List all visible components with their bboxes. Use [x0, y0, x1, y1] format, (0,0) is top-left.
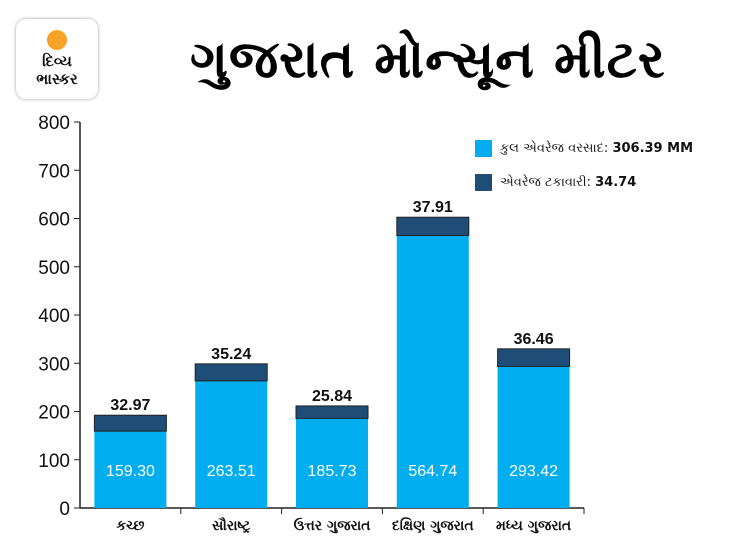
- bar-percent-label: 32.97: [110, 397, 150, 414]
- page-title: ગુજરાત મોન્સૂન મીટર: [190, 30, 666, 90]
- y-tick-label: 100: [38, 451, 70, 472]
- x-tick-label: દક્ષિણ ગુજરાત: [392, 517, 474, 534]
- legend-item-avg-percent: એવરેજ ટકાવારી: 34.74: [475, 172, 693, 192]
- legend-value: 34.74: [595, 174, 637, 190]
- x-tick-label: મધ્ય ગુજરાત: [496, 518, 571, 534]
- bar-total-rainfall: [296, 418, 368, 508]
- divya-bhaskar-logo: દિવ્ય ભાસ્કર: [16, 19, 98, 99]
- bar-total-rainfall: [497, 366, 570, 508]
- legend-swatch: [475, 173, 492, 191]
- bar-avg-percent: [194, 363, 268, 382]
- bar-avg-percent: [295, 405, 369, 419]
- bar-value-label: 564.74: [408, 463, 457, 480]
- y-tick-label: 700: [38, 161, 70, 182]
- bar-total-rainfall: [94, 431, 167, 508]
- bar-percent-label: 35.24: [211, 346, 251, 363]
- y-tick-label: 400: [38, 306, 70, 327]
- y-tick-label: 200: [38, 403, 70, 424]
- legend-label: કુલ એવરેજ વરસાદ:: [500, 140, 609, 156]
- bar-value-label: 293.42: [509, 463, 558, 480]
- bar-avg-percent: [93, 414, 167, 432]
- sun-icon: [47, 30, 67, 50]
- logo-line1: દિવ્ય: [42, 52, 72, 70]
- bar-value-label: 263.51: [207, 463, 256, 480]
- y-tick-label: 500: [38, 258, 70, 279]
- x-tick-label: કચ્છ: [116, 518, 144, 534]
- logo-line2: ભાસ્કર: [36, 70, 78, 88]
- y-tick-label: 0: [59, 499, 70, 520]
- bar-percent-label: 37.91: [413, 199, 453, 216]
- legend-label: એવરેજ ટકાવારી:: [500, 174, 591, 190]
- x-tick-label: ઉત્તર ગુજરાત: [294, 517, 371, 534]
- legend-value: 306.39 MM: [612, 140, 694, 156]
- bar-total-rainfall: [195, 380, 268, 508]
- bar-avg-percent: [396, 216, 470, 237]
- y-tick-label: 300: [38, 354, 70, 375]
- bar-value-label: 159.30: [106, 463, 155, 480]
- y-tick-label: 600: [38, 210, 70, 231]
- bar-value-label: 185.73: [308, 463, 357, 480]
- bar-percent-label: 25.84: [312, 388, 352, 405]
- y-tick-label: 800: [38, 113, 70, 134]
- legend: કુલ એવરેજ વરસાદ: 306.39 MM એવરેજ ટકાવારી…: [475, 138, 693, 206]
- bar-total-rainfall: [396, 235, 469, 509]
- legend-swatch: [475, 139, 492, 157]
- bar-percent-label: 36.46: [514, 331, 554, 348]
- x-tick-label: સૌરાષ્ટ્ર: [212, 516, 251, 534]
- bar-avg-percent: [497, 348, 571, 367]
- legend-item-total-rainfall: કુલ એવરેજ વરસાદ: 306.39 MM: [475, 138, 693, 158]
